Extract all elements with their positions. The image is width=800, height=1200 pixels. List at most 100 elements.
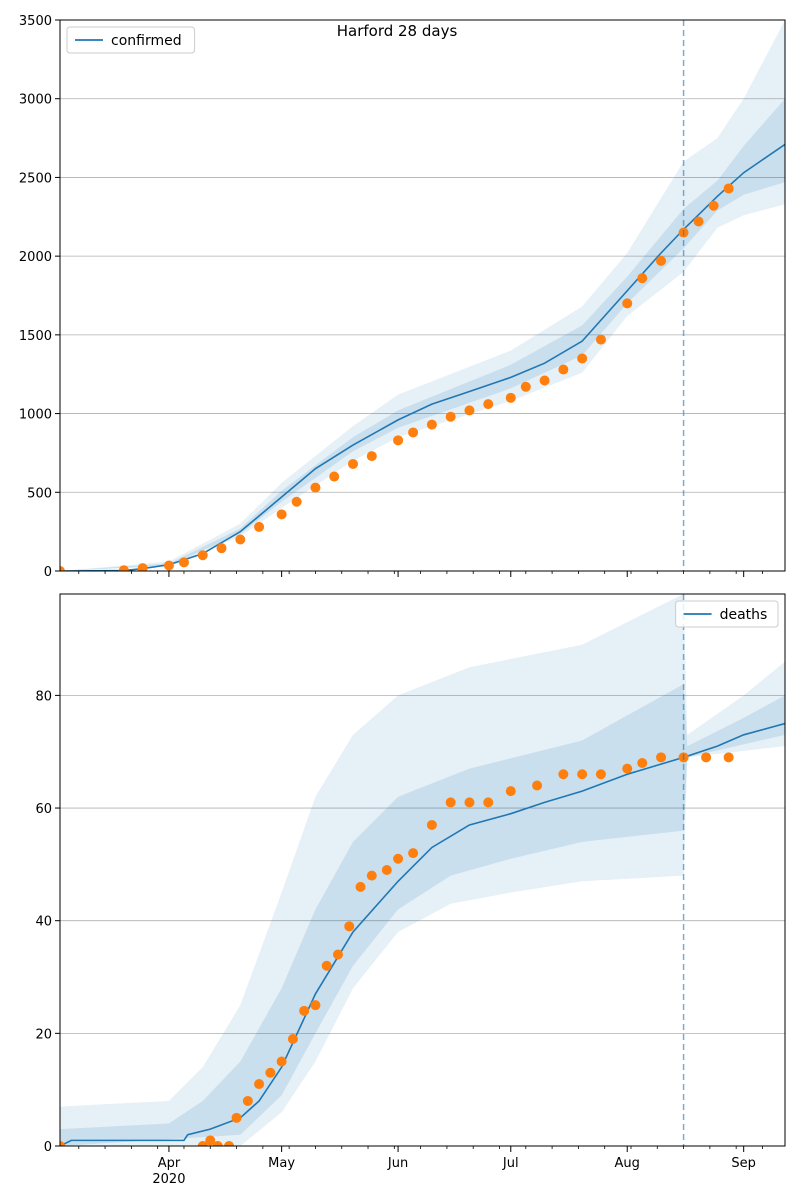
chart1-observed-point <box>212 1141 223 1146</box>
chart1-ytick-label: 80 <box>35 689 52 704</box>
chart0-observed-point <box>366 451 377 462</box>
chart1-legend-label: deaths <box>720 607 768 623</box>
chart0-observed-point <box>723 183 734 194</box>
chart1-observed-point <box>558 769 569 780</box>
chart1-xtick-label: Jun <box>387 1156 408 1171</box>
chart1-outer-band <box>60 594 785 1146</box>
chart1-observed-point <box>276 1056 287 1067</box>
chart0-observed-point <box>595 334 606 345</box>
chart1-observed-point <box>254 1079 265 1090</box>
chart1-observed-point <box>393 853 404 864</box>
chart1-observed-point <box>321 960 332 971</box>
chart0-observed-point <box>693 216 704 227</box>
chart1-ytick-label: 40 <box>35 915 52 930</box>
chart1-observed-point <box>408 848 419 859</box>
chart0-observed-point <box>310 482 321 493</box>
chart1-observed-point <box>505 786 516 797</box>
chart0-observed-point <box>558 364 569 375</box>
chart1-observed-point <box>595 769 606 780</box>
chart0-frame <box>59 19 786 572</box>
chart1-observed-point <box>332 949 343 960</box>
chart0-observed-point <box>60 566 65 571</box>
confirmed-panel: 0 500 1000 1500 2000 2500 3000 3500 confirmed <box>19 14 786 580</box>
chart1-observed-point <box>310 1000 321 1011</box>
chart0-ytick-label: 3000 <box>19 93 52 108</box>
figure-title: Harford 28 days <box>337 22 458 40</box>
chart1-plot-area <box>60 594 785 1146</box>
chart1-ytick-label: 0 <box>44 1140 52 1155</box>
chart0-observed-point <box>637 273 648 284</box>
chart1-observed-point <box>344 921 355 932</box>
chart1-observed-point <box>299 1005 310 1016</box>
chart1-observed-point <box>381 865 392 875</box>
chart0-observed-point <box>708 200 719 211</box>
chart1-ytick-label: 20 <box>35 1027 52 1042</box>
chart1-observed-point <box>205 1135 216 1146</box>
chart1-observed-point <box>723 752 734 763</box>
chart0-legend-label: confirmed <box>111 33 182 49</box>
chart1-observed-point <box>242 1095 253 1106</box>
chart1-observed-point <box>287 1033 298 1044</box>
chart0-observed-point <box>464 405 475 416</box>
chart1-observed-point <box>355 881 366 892</box>
chart0-observed-point <box>393 435 404 446</box>
chart1-observed-point <box>224 1141 235 1146</box>
chart1-observed-point <box>622 763 633 774</box>
chart0-observed-point <box>329 471 340 482</box>
chart0-observed-point <box>445 411 456 422</box>
chart0-observed-point <box>505 392 516 403</box>
chart1-observed-point <box>701 752 712 763</box>
chart0-ytick-label: 3500 <box>19 14 52 29</box>
chart0-observed-point <box>577 353 588 364</box>
chart0-observed-point <box>235 534 246 545</box>
chart1-xtick-label: Jul <box>502 1156 519 1171</box>
chart1-observed-point <box>231 1112 242 1123</box>
chart0-observed-point <box>178 557 189 568</box>
chart0-legend: confirmed <box>66 26 196 54</box>
chart1-observed-point <box>426 819 437 830</box>
chart1-xtick-label: Aug <box>615 1156 640 1171</box>
chart0-observed-point <box>622 298 633 309</box>
chart1-observed-point <box>265 1067 276 1078</box>
chart0-ytick-label: 1000 <box>19 408 52 423</box>
chart0-observed-point <box>426 419 437 430</box>
chart1-observed-point <box>532 780 543 791</box>
chart0-observed-point <box>216 543 227 554</box>
chart1-observed-point <box>577 769 588 780</box>
chart0-observed-point <box>276 509 287 520</box>
chart1-observed-point <box>483 797 494 808</box>
chart1-xtick-sublabel: 2020 <box>152 1172 185 1187</box>
chart0-outer-band <box>60 20 785 571</box>
chart1-observed-point <box>445 797 456 808</box>
chart1-xtick-label: Sep <box>731 1156 756 1171</box>
chart1-observed-point <box>60 1141 65 1146</box>
chart0-ytick-label: 0 <box>44 565 52 580</box>
chart0-observed-point <box>254 521 265 532</box>
chart0-ytick-label: 1500 <box>19 329 52 344</box>
chart0-observed-point <box>197 550 208 561</box>
chart1-observed-point <box>656 752 667 763</box>
chart0-legend-box <box>66 26 196 54</box>
chart0-observed-point <box>348 458 359 469</box>
chart0-ytick-label: 500 <box>27 486 52 501</box>
chart1-xtick-label: Apr <box>158 1156 181 1171</box>
chart1-observed-point <box>197 1141 208 1146</box>
chart1-model-line <box>60 722 785 1146</box>
chart0-observed-point <box>118 565 129 571</box>
chart1-legend-box <box>675 600 779 628</box>
chart0-ytick-label: 2500 <box>19 171 52 186</box>
chart0-observed-point <box>656 255 667 266</box>
chart1-observed-point <box>366 870 377 881</box>
chart0-observed-point <box>163 560 174 571</box>
chart1-observed-point <box>464 797 475 808</box>
chart1-xtick-label: May <box>268 1156 295 1171</box>
chart1-legend: deaths <box>675 600 779 628</box>
chart1-ytick-label: 60 <box>35 802 52 817</box>
chart1-frame <box>59 593 786 1147</box>
chart1-observed-point <box>637 757 648 768</box>
chart0-observed-point <box>483 399 494 410</box>
chart0-observed-point <box>408 427 419 438</box>
